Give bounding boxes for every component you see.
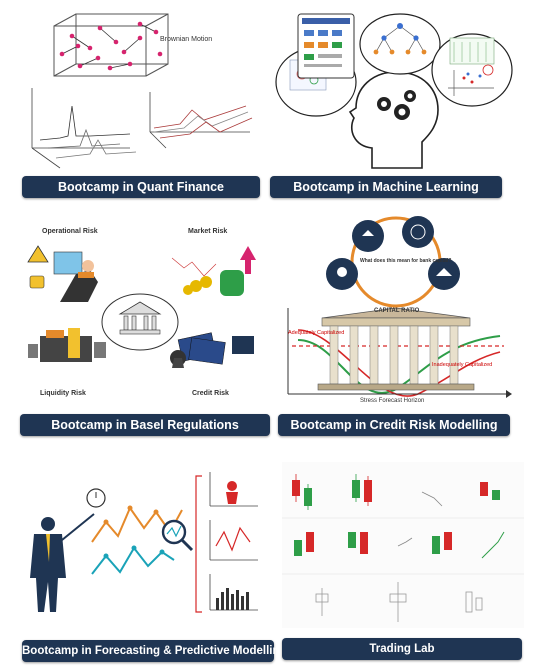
- forecasting-title[interactable]: Bootcamp in Forecasting & Predictive Mod…: [22, 640, 287, 662]
- brownian-motion-label: Brownian Motion: [160, 36, 213, 43]
- card-forecasting[interactable]: Bootcamp in Forecasting & Predictive Mod…: [22, 462, 287, 664]
- trading-lab-illustration: [282, 462, 524, 628]
- credit-risk-label: Credit Risk: [192, 390, 229, 397]
- stress-horizon-label: Stress Forecast Horizon: [360, 398, 425, 404]
- forecasting-illustration: [30, 472, 258, 613]
- basel-illustration: [27, 245, 256, 368]
- card-quant-finance[interactable]: Brownian Motion Bootcamp in Quant Financ…: [20, 8, 264, 198]
- quant-finance-title[interactable]: Bootcamp in Quant Finance: [22, 176, 260, 198]
- machine-learning-illustration: [275, 13, 513, 169]
- operational-risk-label: Operational Risk: [42, 228, 98, 235]
- card-credit-risk[interactable]: CAPITAL RATIO Adequately Capitalized Ina…: [278, 212, 516, 440]
- quant-finance-illustration: [31, 13, 253, 169]
- card-machine-learning[interactable]: Bootcamp in Machine Learning: [268, 8, 514, 198]
- card-basel-regulations[interactable]: Operational Risk Market Risk Liquidity R…: [20, 218, 272, 440]
- capital-ratio-label: CAPITAL RATIO: [374, 308, 420, 314]
- basel-regulations-title[interactable]: Bootcamp in Basel Regulations: [20, 414, 270, 436]
- machine-learning-title[interactable]: Bootcamp in Machine Learning: [270, 176, 502, 198]
- question-label: What does this mean for bank capital?: [360, 258, 452, 264]
- credit-risk-illustration: [287, 216, 512, 398]
- inadequately-capitalized-label: Inadequately Capitalized: [432, 362, 493, 368]
- liquidity-risk-label: Liquidity Risk: [40, 390, 86, 397]
- trading-lab-title[interactable]: Trading Lab: [282, 638, 522, 660]
- credit-risk-title[interactable]: Bootcamp in Credit Risk Modelling: [278, 414, 510, 436]
- market-risk-label: Market Risk: [188, 228, 228, 235]
- card-trading-lab[interactable]: Trading Lab: [282, 462, 524, 664]
- adequately-capitalized-label: Adequately Capitalized: [288, 330, 345, 336]
